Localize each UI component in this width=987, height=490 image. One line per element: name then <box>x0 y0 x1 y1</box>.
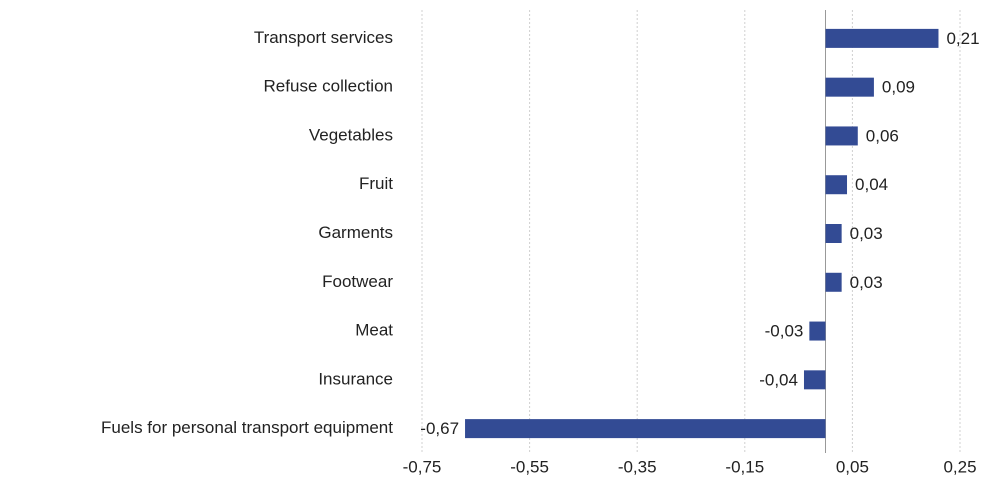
bar <box>825 126 858 146</box>
bar <box>809 321 826 341</box>
bar <box>825 272 842 292</box>
y-tick-label: Refuse collection <box>264 77 393 96</box>
x-tick-label: -0,55 <box>510 457 549 476</box>
x-tick-label: 0,25 <box>943 457 976 476</box>
value-label: -0,67 <box>420 419 459 438</box>
value-label: 0,03 <box>850 224 883 243</box>
y-tick-label: Fruit <box>359 174 393 193</box>
y-tick-label: Garments <box>318 223 393 242</box>
bar <box>825 175 848 195</box>
bar <box>825 77 874 97</box>
value-label: 0,09 <box>882 78 915 97</box>
bar <box>825 224 842 243</box>
x-tick-label: 0,05 <box>836 457 869 476</box>
x-tick-label: -0,35 <box>618 457 657 476</box>
y-tick-label: Fuels for personal transport equipment <box>101 418 393 437</box>
y-tick-label: Vegetables <box>309 125 393 144</box>
value-label: 0,03 <box>850 273 883 292</box>
bar <box>465 419 826 439</box>
x-tick-label: -0,15 <box>725 457 764 476</box>
bar <box>803 370 826 390</box>
bar <box>825 28 939 48</box>
value-label: -0,03 <box>765 322 804 341</box>
y-tick-label: Footwear <box>322 272 393 291</box>
value-label: -0,04 <box>759 370 798 389</box>
y-tick-label: Transport services <box>254 28 393 47</box>
value-label: 0,04 <box>855 175 888 194</box>
value-label: 0,21 <box>946 29 979 48</box>
x-tick-label: -0,75 <box>403 457 442 476</box>
value-label: 0,06 <box>866 126 899 145</box>
y-tick-label: Meat <box>355 321 393 340</box>
y-tick-label: Insurance <box>318 369 393 388</box>
